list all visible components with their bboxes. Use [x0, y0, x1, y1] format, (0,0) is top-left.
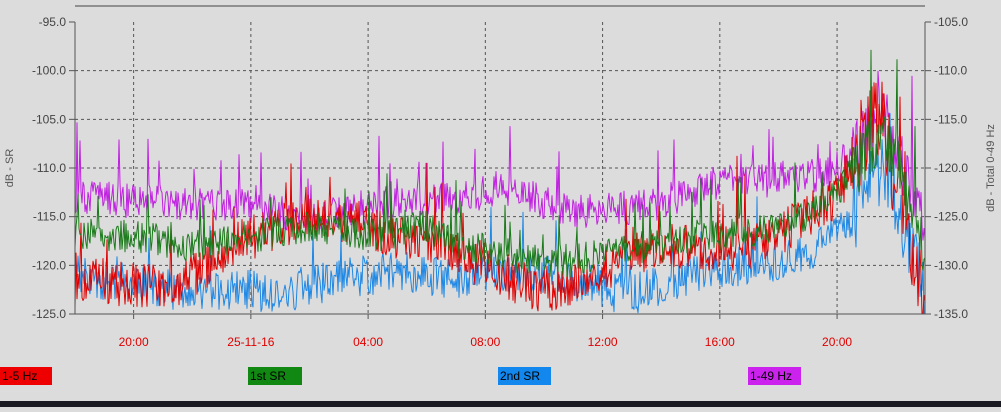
- y-tick-label-left: -115.0: [33, 210, 66, 224]
- x-tick-label: 08:00: [470, 335, 500, 349]
- x-tick-label: 12:00: [588, 335, 618, 349]
- y-tick-label-right: -115.0: [934, 112, 967, 126]
- y-tick-label-left: -125.0: [32, 307, 66, 321]
- legend-item-2nd-sr: 2nd SR: [498, 367, 551, 385]
- axis-layer: -95.0 -105.0 -100.0 -110.0 -105.0 -115.0 -110.…: [32, 15, 968, 349]
- y-axis-label-left: dB - SR: [4, 149, 16, 188]
- y-tick-label-left: -95.0: [39, 15, 67, 29]
- x-tick-label: 25-11-16: [227, 335, 274, 349]
- legend-label: 1st SR: [250, 369, 287, 383]
- series-line-2nd-sr: [74, 113, 925, 315]
- bottom-strip: [0, 401, 1001, 407]
- y-tick-label-right: -105.0: [934, 15, 968, 29]
- series-line-1-49-hz: [74, 70, 926, 241]
- y-tick-label-right: -125.0: [934, 210, 968, 224]
- x-tick-label: 20:00: [822, 335, 852, 349]
- legend-item-1-49-hz: 1-49 Hz: [748, 367, 801, 385]
- legend-item-1-5-hz: 1-5 Hz: [0, 367, 52, 385]
- series-layer: [74, 49, 926, 315]
- y-tick-label-left: -120.0: [32, 258, 66, 272]
- x-tick-label: 16:00: [705, 335, 735, 349]
- y-tick-label-left: -110.0: [33, 161, 66, 175]
- y-tick-label-left: -100.0: [32, 64, 66, 78]
- legend-label: 1-49 Hz: [750, 369, 793, 383]
- legend-label: 1-5 Hz: [2, 369, 38, 383]
- legend-label: 2nd SR: [500, 369, 541, 383]
- legend-item-1st-sr: 1st SR: [248, 367, 302, 385]
- y-tick-label-right: -135.0: [934, 307, 968, 321]
- y-tick-label-left: -105.0: [32, 112, 66, 126]
- y-axis-label-right: dB - Total 0-49 Hz: [985, 124, 997, 212]
- x-tick-label: 20:00: [119, 335, 149, 349]
- series-line-1st-sr: [74, 49, 926, 278]
- y-tick-label-right: -110.0: [934, 64, 967, 78]
- y-tick-label-right: -120.0: [934, 161, 968, 175]
- y-tick-label-right: -130.0: [934, 258, 968, 272]
- x-tick-label: 04:00: [353, 335, 383, 349]
